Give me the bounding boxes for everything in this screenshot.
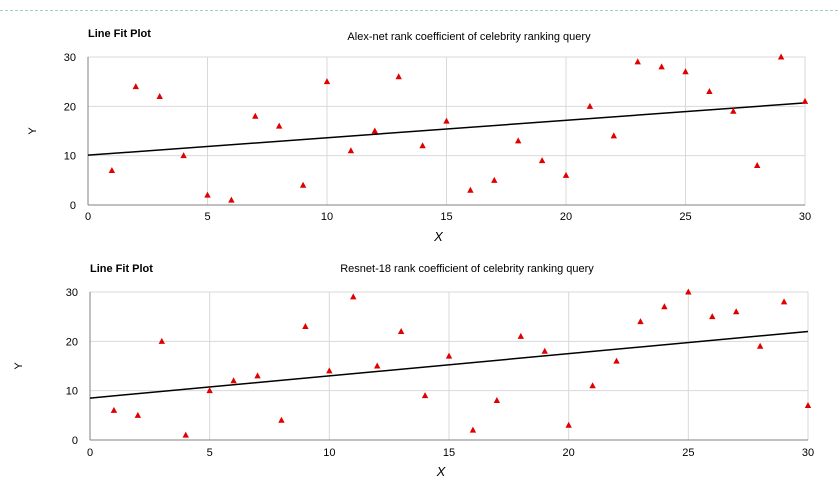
- chart1-fit-line: [87, 102, 806, 156]
- chart2-y-tick-label: 20: [66, 336, 78, 348]
- chart2-x-tick-label: 20: [563, 447, 575, 459]
- chart1-data-point: [252, 112, 259, 119]
- chart1-data-point: [658, 63, 665, 70]
- chart1-data-point: [276, 122, 283, 129]
- chart1-x-tick-label: 10: [321, 211, 333, 223]
- chart1-data-point: [299, 181, 307, 188]
- chart2-x-tick-label: 5: [207, 447, 213, 459]
- chart1-data-point: [132, 83, 139, 90]
- chart2-data-point: [589, 382, 596, 389]
- chart1-data-point: [562, 171, 570, 178]
- chart1-data-point: [156, 92, 163, 99]
- chart1-x-tick-label: 5: [204, 211, 210, 223]
- chart2-data-point: [350, 293, 357, 300]
- chart1-data-point: [610, 132, 617, 139]
- chart2-x-tick-label: 15: [443, 447, 455, 459]
- chart1-heading: Line Fit Plot: [88, 28, 151, 40]
- chart1-data-point: [443, 117, 450, 124]
- chart2-data-point: [661, 303, 668, 310]
- chart2-y-tick-label: 0: [72, 435, 78, 447]
- chart2-data-point: [110, 406, 118, 413]
- chart2-data-point: [469, 426, 477, 433]
- chart1-data-point: [419, 142, 426, 149]
- chart1-x-tick-label: 30: [799, 211, 811, 223]
- chart1-data-point: [777, 53, 785, 60]
- chart2-data-point: [541, 347, 548, 354]
- chart2-y-axis-label: Y: [13, 362, 25, 370]
- chart1-title: Alex-net rank coefficient of celebrity r…: [347, 31, 591, 43]
- chart2-data-point: [517, 332, 524, 339]
- chart1-y-tick-label: 0: [70, 200, 76, 212]
- chart1-x-tick-label: 20: [560, 211, 572, 223]
- chart2-data-point: [421, 392, 429, 399]
- chart1-x-tick-label: 15: [440, 211, 452, 223]
- chart2-x-tick-label: 10: [323, 447, 335, 459]
- chart2-data-point: [685, 288, 692, 295]
- chart2-data-point: [134, 411, 142, 418]
- chart2-data-point: [302, 323, 309, 330]
- chart1-data-point: [467, 186, 474, 193]
- chart2-data-point: [206, 387, 213, 394]
- chart2-y-tick-label: 30: [66, 287, 78, 299]
- chart2-data-point: [326, 367, 333, 374]
- chart1-data-point: [108, 166, 116, 173]
- chart1-data-point: [515, 137, 522, 144]
- chart1-data-point: [682, 68, 689, 75]
- chart2-data-point: [637, 318, 644, 325]
- chart1-y-tick-label: 20: [64, 101, 76, 113]
- chart1-y-tick-label: 10: [64, 151, 76, 163]
- chart2-data-point: [613, 357, 620, 364]
- chart1-data-point: [204, 191, 211, 198]
- chart2-x-axis-label: X: [436, 464, 447, 479]
- chart2-data-point: [374, 362, 381, 369]
- chart2-x-tick-label: 25: [682, 447, 694, 459]
- chart2-x-tick-label: 30: [802, 447, 814, 459]
- chart2-data-point: [804, 401, 812, 408]
- chart2-data-point: [733, 308, 740, 315]
- chart1-data-point: [180, 152, 187, 159]
- chart2-data-point: [182, 431, 189, 438]
- chart2-data-point: [254, 372, 261, 379]
- chart2-data-point: [445, 352, 453, 359]
- chart1-data-point: [323, 78, 331, 85]
- chart2-data-point: [278, 416, 285, 423]
- chart2-data-point: [158, 337, 165, 344]
- chart2-data-point: [230, 377, 237, 384]
- chart2-x-tick-label: 0: [87, 447, 93, 459]
- chart1-data-point: [801, 97, 809, 104]
- chart1-data-point: [586, 102, 594, 109]
- chart2-data-point: [397, 327, 405, 334]
- chart1-y-tick-label: 30: [64, 52, 76, 64]
- chart2-data-point: [756, 342, 764, 349]
- chart1-data-point: [730, 107, 737, 114]
- chart2-data-point: [709, 313, 716, 320]
- chart1-y-axis-label: Y: [27, 127, 39, 135]
- chart1-data-point: [634, 58, 641, 65]
- chart1-data-point: [706, 88, 713, 95]
- chart2-heading: Line Fit Plot: [90, 263, 153, 275]
- chart2-y-tick-label: 10: [66, 386, 78, 398]
- chart1-data-point: [538, 157, 546, 164]
- chart1-data-point: [228, 196, 235, 203]
- chart1-x-tick-label: 0: [85, 211, 91, 223]
- chart2-fit-line: [89, 330, 809, 399]
- chart2-data-point: [780, 298, 788, 305]
- chart1-x-tick-label: 25: [679, 211, 691, 223]
- top-divider: [0, 10, 838, 11]
- chart1-data-point: [491, 176, 498, 183]
- chart1-data-point: [754, 162, 761, 169]
- chart1-x-axis-label: X: [433, 229, 444, 244]
- chart1-data-point: [395, 73, 402, 80]
- chart2-title: Resnet-18 rank coefficient of celebrity …: [340, 263, 594, 275]
- chart2-data-point: [565, 421, 572, 428]
- chart2-data-point: [493, 397, 501, 404]
- chart1-data-point: [347, 147, 355, 154]
- chart1-data-point: [371, 127, 378, 134]
